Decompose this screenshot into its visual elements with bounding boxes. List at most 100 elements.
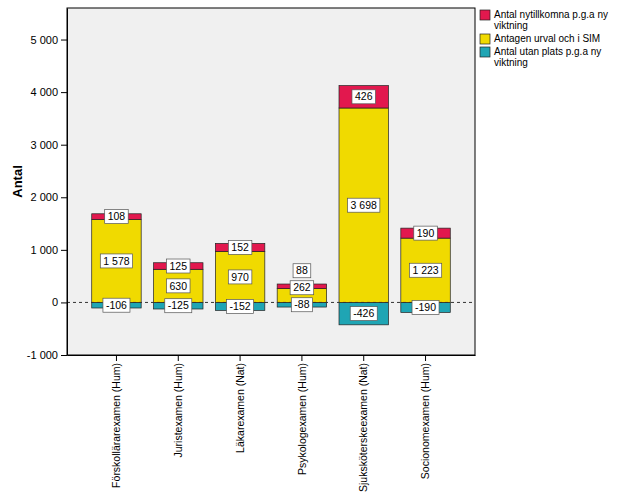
data-label-text: 190 [417, 227, 435, 239]
legend-swatch [480, 34, 490, 44]
y-tick: 4 000 [30, 86, 67, 98]
data-label-box [228, 240, 252, 254]
data-label-text: 1 223 [412, 264, 438, 276]
x-tick: Juristexamen (Hum) [172, 355, 184, 458]
data-label-box [409, 263, 441, 277]
x-tick-label: Sjuksköterskeexamen (Nat) [357, 363, 369, 492]
x-tick-label: Läkarexamen (Nat) [234, 363, 246, 453]
x-tick: Sjuksköterskeexamen (Nat) [357, 355, 369, 492]
y-tick-mark [61, 197, 67, 198]
y-tick-label: 2 000 [30, 191, 58, 203]
data-label-text: -152 [230, 300, 251, 312]
data-label: -125 [165, 299, 192, 313]
data-label-box [167, 259, 191, 273]
data-label-text: 3 698 [351, 199, 377, 211]
data-label-text: -190 [415, 301, 436, 313]
data-label-box [352, 90, 376, 104]
bar-segment [92, 219, 141, 302]
data-label-box [414, 226, 438, 240]
y-tick-mark [61, 250, 67, 251]
data-label-text: 88 [296, 264, 308, 276]
data-label: -152 [227, 299, 254, 313]
x-tick-label: Juristexamen (Hum) [172, 363, 184, 458]
x-tick-mark [116, 355, 117, 361]
y-tick: 5 000 [30, 34, 67, 46]
bar-segment [401, 238, 450, 302]
y-tick-label: 5 000 [30, 34, 58, 46]
x-tick-mark [425, 355, 426, 361]
y-tick-label: 1 000 [30, 244, 58, 256]
data-label-text: -88 [294, 298, 309, 310]
data-label: 125 [167, 259, 191, 273]
data-label-text: 125 [170, 260, 188, 272]
legend: Antal nytillkomna p.g.a nyviktning Antage… [480, 9, 608, 68]
data-label-box [291, 298, 312, 312]
data-label-box [290, 281, 314, 295]
x-tick: Förskollärarexamen (Hum) [110, 355, 122, 488]
data-label-box [348, 198, 380, 212]
y-tick: 1 000 [30, 244, 67, 256]
chart: -1 000 0 1 000 2 000 3 000 4 000 5 000 Antal För… [0, 0, 626, 501]
plot-area [67, 8, 475, 355]
y-tick: 2 000 [30, 191, 67, 203]
data-label-box [105, 210, 129, 224]
data-label-box [103, 298, 130, 312]
data-label-box [227, 299, 254, 313]
data-label-text: 152 [231, 241, 249, 253]
legend-label: Antagen urval och i SIM [494, 33, 600, 44]
bar-segment [154, 269, 203, 302]
data-label-text: -125 [168, 299, 189, 311]
data-label: 1 578 [100, 254, 132, 268]
data-label-box [228, 270, 252, 284]
y-tick-label: 3 000 [30, 139, 58, 151]
legend-label: Antal nytillkomna p.g.a nyviktning [494, 9, 608, 31]
y-tick-mark [61, 145, 67, 146]
data-label-text: 108 [108, 210, 126, 222]
x-tick: Psykologexamen (Hum) [296, 355, 308, 475]
y-axis-title: Antal [10, 165, 25, 198]
y-tick-label: -1 000 [27, 349, 58, 361]
y-tick-label: 4 000 [30, 86, 58, 98]
y-tick-mark [61, 355, 67, 356]
data-label: 108 [105, 210, 129, 224]
y-tick-mark [61, 92, 67, 93]
y-tick: -1 000 [27, 349, 67, 361]
x-tick-mark [301, 355, 302, 361]
x-axis-line [68, 355, 476, 356]
data-label-box [293, 264, 311, 278]
legend-swatch [480, 47, 490, 57]
data-label-box [167, 279, 191, 293]
data-label-text: -426 [353, 307, 374, 319]
data-label-box [412, 300, 439, 314]
data-label: 190 [414, 226, 438, 240]
y-tick: 3 000 [30, 139, 67, 151]
legend-swatch [480, 10, 490, 20]
data-label: -426 [350, 307, 377, 321]
data-label-text: 262 [293, 281, 311, 293]
bar-segment [215, 251, 264, 302]
x-tick-mark [178, 355, 179, 361]
data-label-text: 426 [355, 90, 373, 102]
data-labels: -1061 578108-125630125-152970152-8826288… [100, 90, 441, 321]
y-axis: -1 000 0 1 000 2 000 3 000 4 000 5 000 [27, 9, 68, 362]
data-label: 88 [293, 264, 311, 278]
x-tick-label: Förskollärarexamen (Hum) [110, 363, 122, 488]
data-label-text: 1 578 [103, 255, 129, 267]
x-tick-mark [240, 355, 241, 361]
x-tick: Socionomexamen (Hum) [419, 355, 431, 479]
data-label: 970 [228, 270, 252, 284]
y-tick-mark [61, 302, 67, 303]
data-label-box [100, 254, 132, 268]
x-tick-mark [363, 355, 364, 361]
data-label: 152 [228, 240, 252, 254]
data-label-text: 970 [231, 271, 249, 283]
data-label: -88 [291, 298, 312, 312]
data-label: -190 [412, 300, 439, 314]
x-tick-label: Psykologexamen (Hum) [296, 363, 308, 475]
x-tick: Läkarexamen (Nat) [234, 355, 246, 453]
x-tick-label: Socionomexamen (Hum) [419, 363, 431, 479]
data-label: 630 [167, 279, 191, 293]
data-label-box [350, 307, 377, 321]
y-tick: 0 [52, 296, 67, 308]
bar-segment [339, 108, 388, 302]
